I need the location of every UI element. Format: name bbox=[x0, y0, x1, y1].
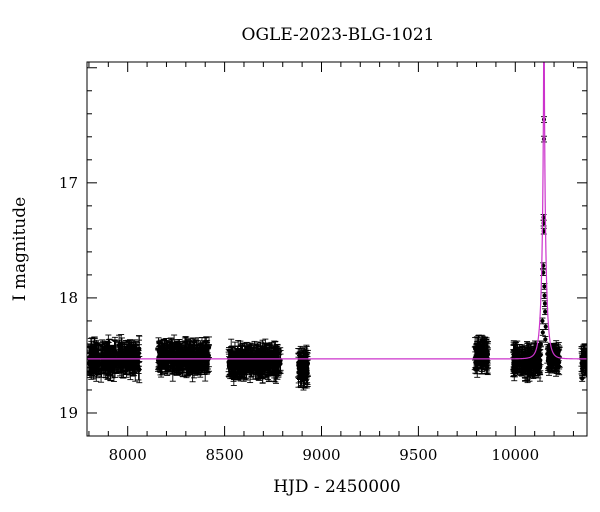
data-marker bbox=[229, 361, 234, 366]
data-marker bbox=[88, 359, 93, 364]
data-marker bbox=[177, 350, 182, 355]
data-marker bbox=[137, 346, 142, 351]
data-point bbox=[114, 352, 121, 374]
data-marker bbox=[187, 350, 192, 356]
data-point bbox=[274, 356, 281, 380]
data-marker bbox=[95, 362, 101, 367]
data-marker bbox=[267, 356, 272, 361]
data-point bbox=[102, 353, 109, 374]
data-point bbox=[195, 350, 202, 373]
plot-area bbox=[87, 62, 587, 391]
data-marker bbox=[239, 363, 244, 368]
data-marker bbox=[244, 365, 249, 370]
data-point bbox=[111, 336, 118, 365]
data-point bbox=[261, 348, 268, 376]
data-marker bbox=[196, 359, 201, 364]
data-marker bbox=[115, 360, 120, 365]
data-point bbox=[87, 351, 94, 372]
data-point bbox=[247, 342, 254, 371]
data-marker bbox=[127, 359, 132, 365]
data-marker bbox=[248, 354, 253, 359]
data-point bbox=[272, 355, 279, 384]
data-marker bbox=[252, 352, 257, 357]
data-point bbox=[170, 345, 177, 367]
data-point bbox=[186, 341, 193, 365]
data-marker bbox=[197, 352, 202, 357]
data-marker bbox=[481, 354, 487, 359]
data-point bbox=[228, 351, 235, 377]
data-marker bbox=[157, 352, 162, 357]
data-marker bbox=[275, 365, 280, 371]
data-marker bbox=[241, 367, 246, 373]
data-marker bbox=[297, 360, 302, 366]
data-layer bbox=[87, 62, 587, 391]
data-marker bbox=[102, 361, 108, 366]
data-marker bbox=[171, 354, 176, 359]
data-marker bbox=[235, 364, 240, 369]
data-point bbox=[135, 350, 142, 374]
data-point bbox=[159, 339, 166, 365]
data-marker bbox=[269, 350, 274, 355]
data-point bbox=[94, 353, 101, 376]
data-marker bbox=[191, 347, 196, 352]
data-marker bbox=[477, 350, 483, 355]
data-point bbox=[276, 351, 283, 375]
data-marker bbox=[301, 371, 306, 376]
data-marker bbox=[106, 366, 111, 372]
data-point bbox=[238, 352, 245, 379]
data-point bbox=[304, 356, 311, 385]
data-marker bbox=[160, 350, 165, 355]
data-marker bbox=[257, 363, 263, 369]
data-point bbox=[105, 359, 112, 379]
data-marker bbox=[128, 353, 134, 358]
data-marker bbox=[112, 348, 118, 353]
data-marker bbox=[136, 359, 141, 365]
data-marker bbox=[262, 359, 267, 365]
data-point bbox=[251, 340, 258, 369]
chart-title: OGLE-2023-BLG-1021 bbox=[242, 25, 435, 45]
data-marker bbox=[245, 357, 250, 362]
data-marker bbox=[196, 347, 201, 352]
data-point bbox=[256, 353, 263, 379]
data-marker bbox=[254, 366, 259, 371]
data-point bbox=[156, 344, 163, 365]
data-point bbox=[128, 342, 135, 370]
data-marker bbox=[298, 364, 303, 369]
data-point bbox=[118, 344, 125, 369]
data-point bbox=[234, 356, 241, 377]
data-point bbox=[477, 340, 484, 364]
data-point bbox=[269, 354, 276, 375]
data-marker bbox=[276, 360, 282, 366]
data-marker bbox=[119, 354, 125, 359]
data-point bbox=[126, 348, 133, 376]
data-marker bbox=[305, 368, 310, 373]
data-marker bbox=[270, 362, 275, 367]
data-point bbox=[300, 360, 307, 388]
